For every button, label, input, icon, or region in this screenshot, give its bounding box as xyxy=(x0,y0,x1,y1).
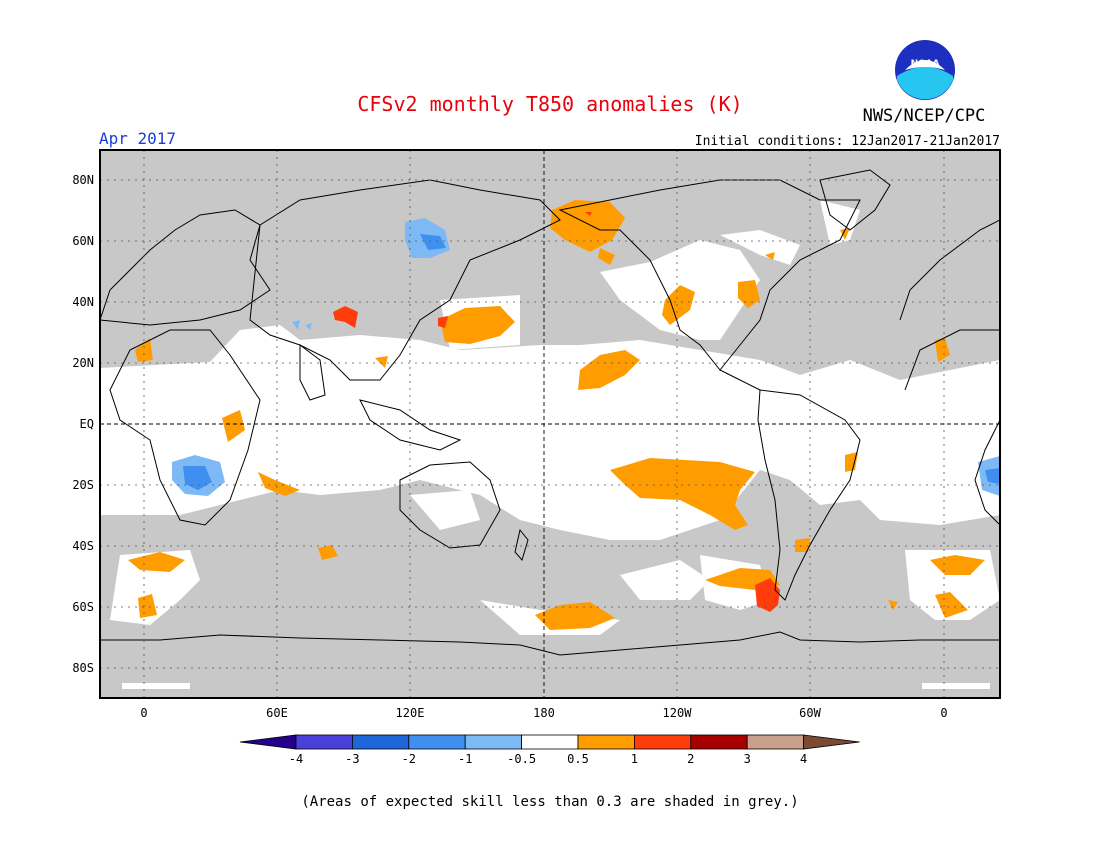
noaa-logo: NOAA xyxy=(895,40,955,100)
lat-label: 20N xyxy=(72,356,94,370)
strong-warm-anomaly-areas xyxy=(333,212,780,612)
map-frame xyxy=(99,149,1001,699)
colorbar-tick-label: -4 xyxy=(289,752,303,766)
colorbar-segment xyxy=(690,734,748,750)
colorbar-segment xyxy=(464,734,523,750)
map-title: CFSv2 monthly T850 anomalies (K) xyxy=(357,92,742,116)
colorbar-tick-label: -2 xyxy=(402,752,416,766)
colorbar-segment xyxy=(746,734,805,750)
month-label: Apr 2017 xyxy=(99,129,176,148)
skilled-regions xyxy=(100,200,1000,635)
lat-label: 40N xyxy=(72,295,94,309)
colorbar: -4 -3 -2 -1 -0.5 0.5 1 2 3 4 xyxy=(239,734,860,766)
lat-label: 40S xyxy=(72,539,94,553)
lon-label: 180 xyxy=(533,706,555,720)
lat-label: 60S xyxy=(72,600,94,614)
agency-label: NWS/NCEP/CPC xyxy=(863,106,986,126)
latitude-labels: 80N 60N 40N 20N EQ 20S 40S 60S 80S xyxy=(72,173,94,675)
colorbar-tick-label: 4 xyxy=(800,752,807,766)
colorbar-high-arrow xyxy=(803,734,860,750)
lon-label: 60W xyxy=(799,706,821,720)
colorbar-tick-label: -1 xyxy=(458,752,472,766)
colorbar-segment xyxy=(351,734,410,750)
colorbar-segment xyxy=(577,734,635,750)
initial-conditions-label: Initial conditions: 12Jan2017-21Jan2017 xyxy=(695,134,1000,149)
coastlines xyxy=(100,169,1000,656)
lat-label: 20S xyxy=(72,478,94,492)
lat-label: 60N xyxy=(72,234,94,248)
colorbar-low-arrow xyxy=(239,734,297,750)
lat-label: 80S xyxy=(72,661,94,675)
logo-text: NOAA xyxy=(911,59,940,69)
longitude-labels: 0 60E 120E 180 120W 60W 0 xyxy=(140,706,947,720)
anomaly-map xyxy=(100,150,1000,698)
lat-label: 80N xyxy=(72,173,94,187)
colorbar-segment xyxy=(521,734,579,750)
colorbar-segment xyxy=(634,734,692,750)
lon-label: 120W xyxy=(663,706,693,720)
lon-label: 60E xyxy=(266,706,288,720)
colorbar-tick-label: 3 xyxy=(744,752,751,766)
equator-and-dateline xyxy=(100,150,1000,698)
lon-label: 0 xyxy=(940,706,947,720)
colorbar-tick-label: -0.5 xyxy=(507,752,536,766)
footnote: (Areas of expected skill less than 0.3 a… xyxy=(301,794,798,810)
colorbar-tick-label: 0.5 xyxy=(567,752,589,766)
colorbar-tick-label: -3 xyxy=(345,752,359,766)
colorbar-segment xyxy=(408,734,466,750)
colorbar-segment xyxy=(295,734,353,750)
cool-anomaly-areas xyxy=(172,218,1000,496)
colorbar-tick-label: 2 xyxy=(687,752,694,766)
lon-label: 0 xyxy=(140,706,147,720)
lat-label: EQ xyxy=(80,417,94,431)
colorbar-tick-label: 1 xyxy=(631,752,638,766)
warm-anomaly-areas xyxy=(128,200,985,630)
lon-label: 120E xyxy=(396,706,425,720)
